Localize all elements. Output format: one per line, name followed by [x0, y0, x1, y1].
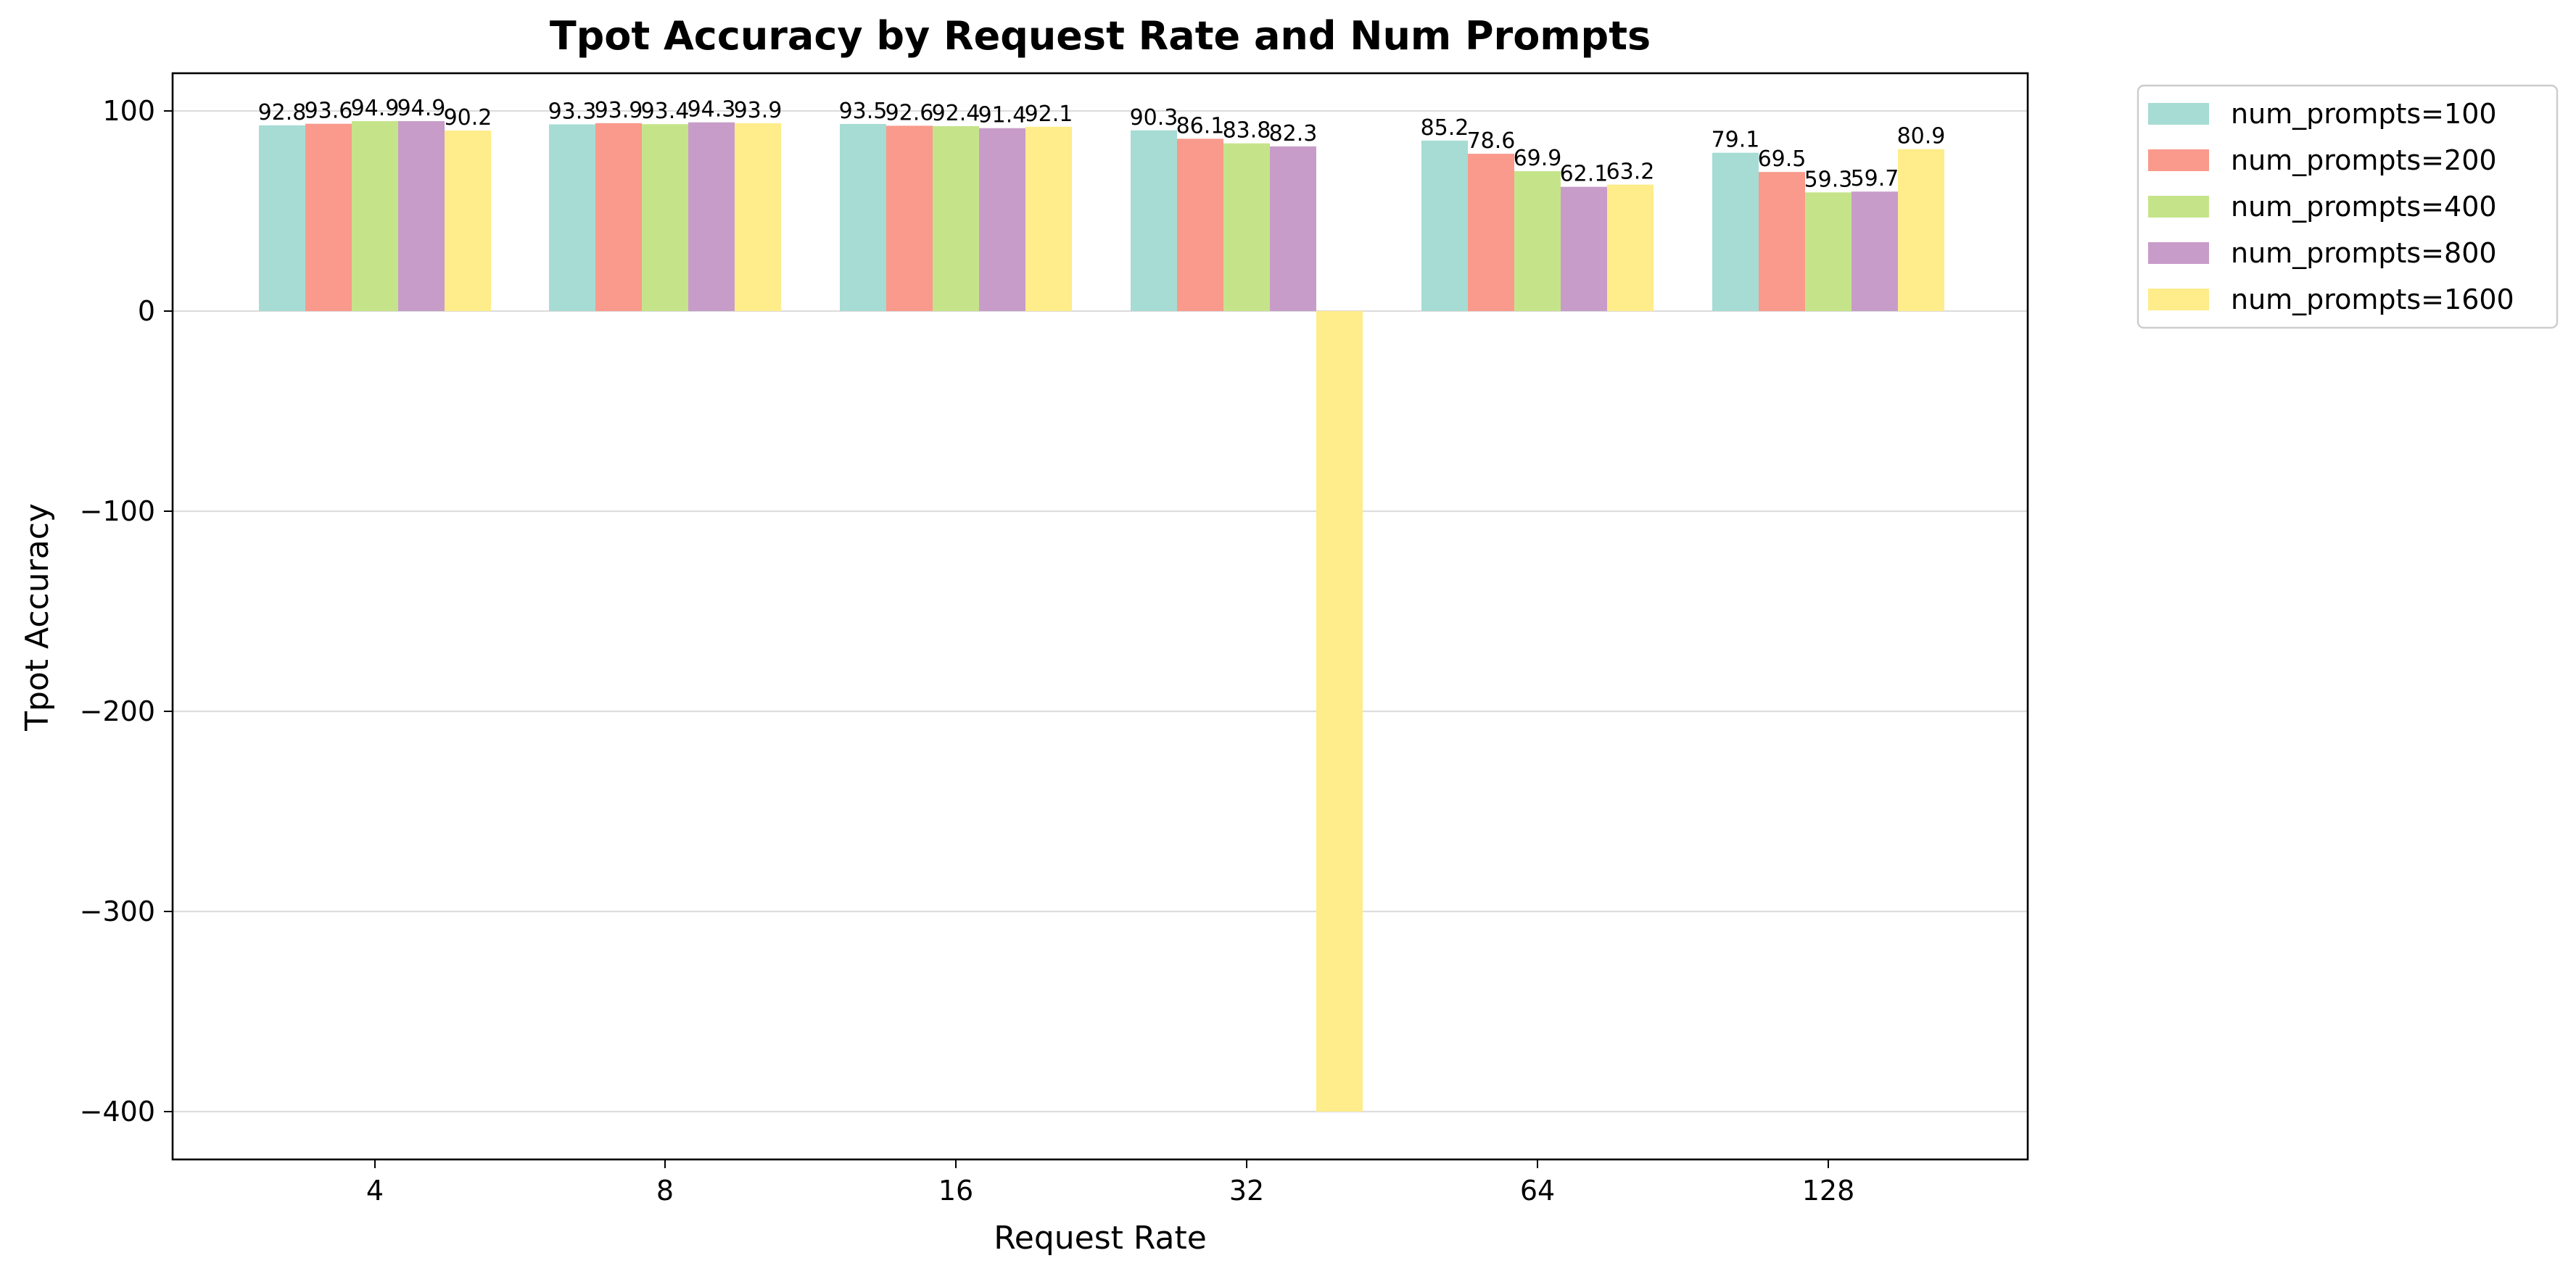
bar [1468, 154, 1514, 311]
legend-label: num_prompts=1600 [2231, 284, 2514, 315]
y-tick-label: −200 [80, 695, 155, 727]
legend-swatch [2148, 149, 2209, 171]
bar [979, 128, 1025, 311]
bar [1759, 172, 1805, 311]
x-tick-label: 32 [1229, 1175, 1264, 1207]
bar [1898, 149, 1944, 311]
y-axis-label: Tpot Accuracy [19, 503, 56, 732]
bar-value-label: 92.8 [258, 100, 307, 125]
bar [1131, 130, 1177, 311]
bar-value-label: 82.3 [1269, 121, 1318, 146]
bar-value-label: 83.8 [1223, 118, 1271, 144]
bar-value-label: 90.2 [444, 105, 492, 131]
bar-labels-layer: 92.893.694.994.990.2 93.393.993.494.393.9… [258, 96, 1946, 192]
bar-value-label: 93.3 [548, 99, 597, 124]
bar-value-label: 90.3 [1130, 105, 1178, 131]
y-tick-label: −300 [80, 896, 155, 927]
x-axis-label: Request Rate [994, 1220, 1207, 1257]
y-tick-label: 100 [102, 95, 155, 127]
bar [1607, 184, 1654, 311]
bar-value-label: 94.9 [351, 96, 400, 121]
bar-value-label: 69.9 [1514, 146, 1562, 171]
legend-label: num_prompts=400 [2231, 191, 2497, 223]
bar-value-label: 62.1 [1560, 162, 1609, 187]
bar-value-label: 79.1 [1712, 128, 1760, 153]
bar [445, 131, 491, 311]
y-tick-label: 0 [138, 295, 155, 327]
bar [1805, 192, 1852, 311]
bar [642, 124, 688, 311]
bar-value-label: 94.9 [397, 96, 446, 121]
bar [549, 124, 595, 311]
legend-swatch [2148, 242, 2209, 264]
bar [1561, 186, 1607, 311]
bar-value-label: 94.3 [688, 97, 736, 123]
plot-frame [171, 72, 2029, 1161]
bar [1025, 126, 1072, 311]
bar-value-label: 92.1 [1025, 102, 1073, 127]
bar [1421, 140, 1468, 311]
bar-value-label: 92.4 [932, 101, 981, 126]
bars-layer [259, 121, 1944, 1112]
bar [1514, 171, 1561, 311]
legend-box [2137, 84, 2559, 329]
y-tick-label: −100 [80, 495, 155, 527]
bar [1223, 143, 1270, 311]
axes-layer: 100 0 −100 −200 −300 −400 4 8 16 32 64 128 [80, 95, 1855, 1207]
bar-value-label: 93.5 [839, 99, 888, 124]
bar-value-label: 91.4 [978, 103, 1027, 128]
bar [1712, 152, 1759, 311]
x-tick-label: 8 [656, 1175, 674, 1207]
bar [305, 123, 352, 311]
bar-value-label: 63.2 [1606, 160, 1655, 185]
bar [840, 123, 886, 311]
bar [398, 121, 445, 312]
bar [1316, 311, 1363, 1112]
bar-value-label: 85.2 [1421, 115, 1469, 141]
x-tick-label: 4 [366, 1175, 384, 1207]
bar [688, 122, 735, 311]
bar [735, 123, 781, 311]
legend-swatch [2148, 196, 2209, 218]
bar-value-label: 93.4 [641, 99, 690, 124]
bar [1270, 146, 1316, 311]
legend: num_prompts=100 num_prompts=200 num_prompt… [2137, 84, 2559, 329]
bar-value-label: 59.3 [1804, 167, 1853, 192]
x-tick-label: 16 [938, 1175, 973, 1207]
bar [1852, 191, 1898, 311]
y-tick-label: −400 [80, 1096, 155, 1128]
legend-swatch [2148, 289, 2209, 310]
bar-value-label: 93.6 [305, 99, 353, 124]
x-tick-label: 128 [1802, 1175, 1855, 1207]
legend-swatch [2148, 103, 2209, 125]
x-tick-label: 64 [1520, 1175, 1555, 1207]
bar [259, 125, 305, 311]
bar-value-label: 59.7 [1851, 166, 1899, 191]
bar [1177, 138, 1223, 311]
legend-label: num_prompts=100 [2231, 98, 2497, 130]
bar [595, 123, 642, 311]
bar [352, 121, 398, 312]
bar-value-label: 93.9 [595, 98, 643, 123]
bar [933, 125, 979, 311]
chart-title: Tpot Accuracy by Request Rate and Num Pr… [550, 13, 1651, 59]
bar-value-label: 86.1 [1176, 113, 1225, 138]
bar-value-label: 92.6 [886, 100, 934, 125]
bar [886, 125, 933, 311]
bar-value-label: 93.9 [734, 98, 783, 123]
legend-label: num_prompts=200 [2231, 144, 2497, 176]
bar-value-label: 69.5 [1758, 146, 1807, 172]
bar-value-label: 78.6 [1467, 128, 1516, 154]
legend-label: num_prompts=800 [2231, 237, 2497, 269]
bar-value-label: 80.9 [1897, 124, 1946, 149]
